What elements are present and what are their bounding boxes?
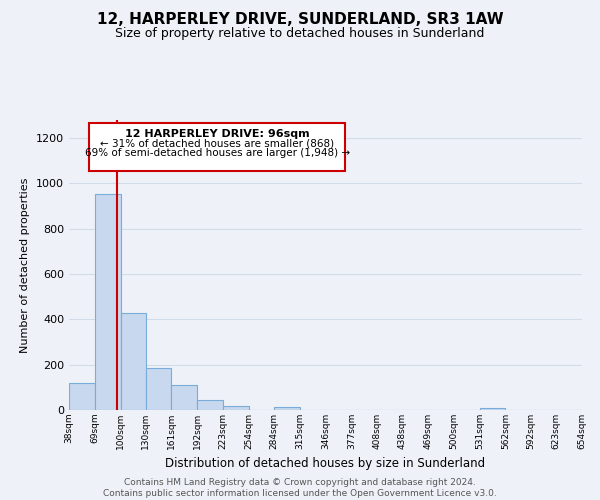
Bar [95,194,121,410]
Bar [223,406,249,410]
Text: 12, HARPERLEY DRIVE, SUNDERLAND, SR3 1AW: 12, HARPERLEY DRIVE, SUNDERLAND, SR3 1AW [97,12,503,28]
Bar [274,406,299,410]
Bar [146,368,172,410]
Text: Size of property relative to detached houses in Sunderland: Size of property relative to detached ho… [115,28,485,40]
Text: Contains HM Land Registry data © Crown copyright and database right 2024.
Contai: Contains HM Land Registry data © Crown c… [103,478,497,498]
Text: ← 31% of detached houses are smaller (868): ← 31% of detached houses are smaller (86… [100,139,334,149]
Text: 69% of semi-detached houses are larger (1,948) →: 69% of semi-detached houses are larger (… [85,148,350,158]
Bar [69,383,95,410]
Bar [121,312,146,410]
FancyBboxPatch shape [89,124,346,171]
Bar [197,400,223,410]
Y-axis label: Number of detached properties: Number of detached properties [20,178,31,352]
X-axis label: Distribution of detached houses by size in Sunderland: Distribution of detached houses by size … [166,458,485,470]
Text: 12 HARPERLEY DRIVE: 96sqm: 12 HARPERLEY DRIVE: 96sqm [125,129,310,139]
Bar [479,408,505,410]
Bar [172,384,197,410]
